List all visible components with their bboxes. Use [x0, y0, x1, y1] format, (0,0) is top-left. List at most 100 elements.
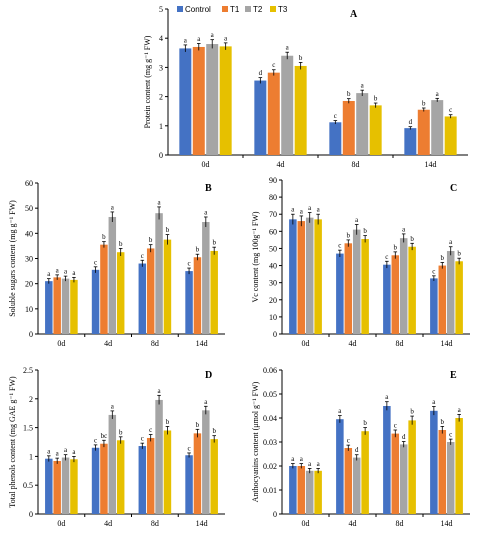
panel-c-sig-letter: b — [457, 250, 461, 258]
panel-a-bar-t3-14d — [444, 116, 457, 155]
panel-d-letter: D — [205, 370, 212, 381]
panel-c-sig-letter: b — [363, 227, 367, 235]
panel-a-sig-letter: a — [184, 36, 188, 44]
panel-e-bar-t1-14d — [438, 430, 447, 514]
panel-c-bar-t2-4d — [352, 229, 361, 334]
panel-a-bar-control-8d — [329, 122, 342, 155]
panel-a-bar-t1-14d — [417, 109, 430, 155]
panel-c-sig-letter: a — [449, 238, 453, 246]
panel-e-sig-letter: c — [449, 431, 452, 439]
panel-b-sig-letter: b — [212, 239, 216, 247]
panel-e-bar-t3-0d — [314, 470, 322, 514]
panel-c-bar-control-4d — [336, 253, 344, 334]
panel-b-y-tick-label: 20 — [25, 280, 33, 289]
panel-b-y-tick-label: 50 — [25, 204, 33, 213]
panel-c-y-tick-label: 10 — [269, 313, 277, 322]
panel-b-bar-t3-0d — [70, 279, 78, 334]
panel-b-bar-control-0d — [45, 281, 53, 334]
panel-a-bar-t1-0d — [192, 46, 205, 155]
panel-b-sig-letter: a — [204, 208, 208, 216]
panel-b-bar-control-14d — [185, 271, 193, 334]
panel-d-y-tick-label: 0.5 — [23, 481, 33, 490]
panel-e-bar-t3-4d — [361, 431, 369, 514]
panel-a-y-tick-label: 1 — [159, 122, 163, 131]
panel-d-sig-letter: c — [94, 436, 97, 444]
panel-d-y-tick-label: 0 — [29, 510, 33, 519]
panel-c-bar-t3-4d — [361, 239, 369, 334]
panel-e-category-label-8d: 8d — [396, 519, 404, 528]
panel-a-y-axis-title: Protein content (mg g⁻¹ FW) — [143, 35, 152, 128]
panel-b-y-tick-label: 10 — [25, 305, 33, 314]
panel-c-sig-letter: a — [355, 216, 359, 224]
panel-b-sig-letter: c — [188, 260, 191, 268]
panel-a-category-label-4d: 4d — [277, 160, 285, 169]
panel-d-sig-letter: a — [204, 398, 208, 406]
panel-e-bar-t2-8d — [399, 444, 408, 514]
panel-b-category-label-8d: 8d — [151, 339, 159, 348]
panel-a-category-label-8d: 8d — [352, 160, 360, 169]
panel-b-category-label-4d: 4d — [104, 339, 112, 348]
panel-d-sig-letter: b — [119, 428, 123, 436]
panel-e-y-tick-label: 0 — [273, 510, 277, 519]
panel-c-y-tick-label: 20 — [269, 296, 277, 305]
legend-label-t1: T1 — [230, 5, 240, 14]
panel-d-sig-letter: c — [149, 426, 152, 434]
panel-b-bar-t3-8d — [163, 239, 172, 334]
panel-b-sig-letter: c — [141, 252, 144, 260]
panel-c-vc-chart: 0 10 20 30 40 50 60 70 80 90 Vc content (mg 100g⁻¹… — [251, 176, 470, 348]
panel-e-bar-t1-4d — [344, 448, 353, 514]
panel-b-bar-t2-14d — [202, 222, 210, 334]
legend-swatch-t2 — [245, 6, 251, 12]
panel-e-sig-letter: b — [410, 408, 414, 416]
panel-c-y-axis-title: Vc content (mg 100g⁻¹ FW) — [251, 211, 260, 302]
panel-d-bar-t2-0d — [61, 457, 70, 514]
panel-d-sig-letter: b — [212, 427, 216, 435]
panel-e-sig-letter: c — [394, 422, 397, 430]
panel-a-category-label-0d: 0d — [202, 160, 210, 169]
panel-a-bar-t3-4d — [294, 65, 307, 155]
panel-d-y-tick-label: 1.5 — [23, 424, 33, 433]
panel-c-bar-t1-4d — [344, 243, 353, 334]
panel-c-bar-control-14d — [430, 278, 438, 334]
panel-b-letter: B — [205, 183, 212, 194]
panel-c-letter: C — [450, 183, 457, 194]
panel-b-y-tick-label: 40 — [25, 229, 33, 238]
panel-d-category-label-8d: 8d — [151, 519, 159, 528]
legend-label-control: Control — [185, 5, 211, 14]
panel-c-bar-t1-0d — [297, 221, 306, 334]
panel-e-bar-control-4d — [336, 419, 344, 514]
panel-a-bar-t2-14d — [431, 100, 444, 155]
panel-b-bar-t3-14d — [210, 250, 218, 334]
panel-d-bar-t3-8d — [163, 430, 172, 514]
panel-d-y-tick-label: 2 — [29, 395, 33, 404]
panel-c-y-tick-label: 70 — [269, 210, 277, 219]
panel-a-bar-t3-8d — [369, 105, 382, 155]
panel-c-sig-letter: c — [338, 242, 341, 250]
panel-b-sig-letter: b — [102, 233, 106, 241]
panel-c-category-label-0d: 0d — [302, 339, 310, 348]
panel-c-bar-control-0d — [289, 219, 297, 334]
panel-d-bar-t1-8d — [146, 437, 155, 514]
panel-e-sig-letter: a — [458, 406, 462, 414]
panel-e-bar-t3-8d — [408, 420, 416, 514]
panel-d-sig-letter: b — [196, 421, 200, 429]
panel-b-category-label-0d: 0d — [57, 339, 65, 348]
panel-e-bar-t1-0d — [297, 466, 306, 514]
panel-c-sig-letter: a — [317, 206, 321, 214]
panel-e-category-label-4d: 4d — [349, 519, 357, 528]
panel-b-bar-control-4d — [91, 269, 100, 334]
panel-a-sig-letter: d — [409, 118, 413, 126]
panel-a-sig-letter: a — [361, 82, 365, 90]
panel-c-bar-t2-8d — [399, 238, 408, 334]
panel-c-category-label-8d: 8d — [396, 339, 404, 348]
panel-a-sig-letter: a — [286, 44, 290, 52]
panel-b-sig-letter: a — [64, 268, 68, 276]
panel-d-sig-letter: a — [111, 402, 115, 410]
panel-e-y-axis-title: Anthocyanins content (μmol g⁻¹ FW) — [251, 381, 260, 502]
panel-e-y-tick-label: 0.03 — [263, 438, 277, 447]
panel-e-bar-t1-8d — [391, 433, 400, 514]
panel-a-bar-t3-0d — [219, 46, 232, 155]
panel-a-bar-t2-8d — [356, 93, 369, 155]
